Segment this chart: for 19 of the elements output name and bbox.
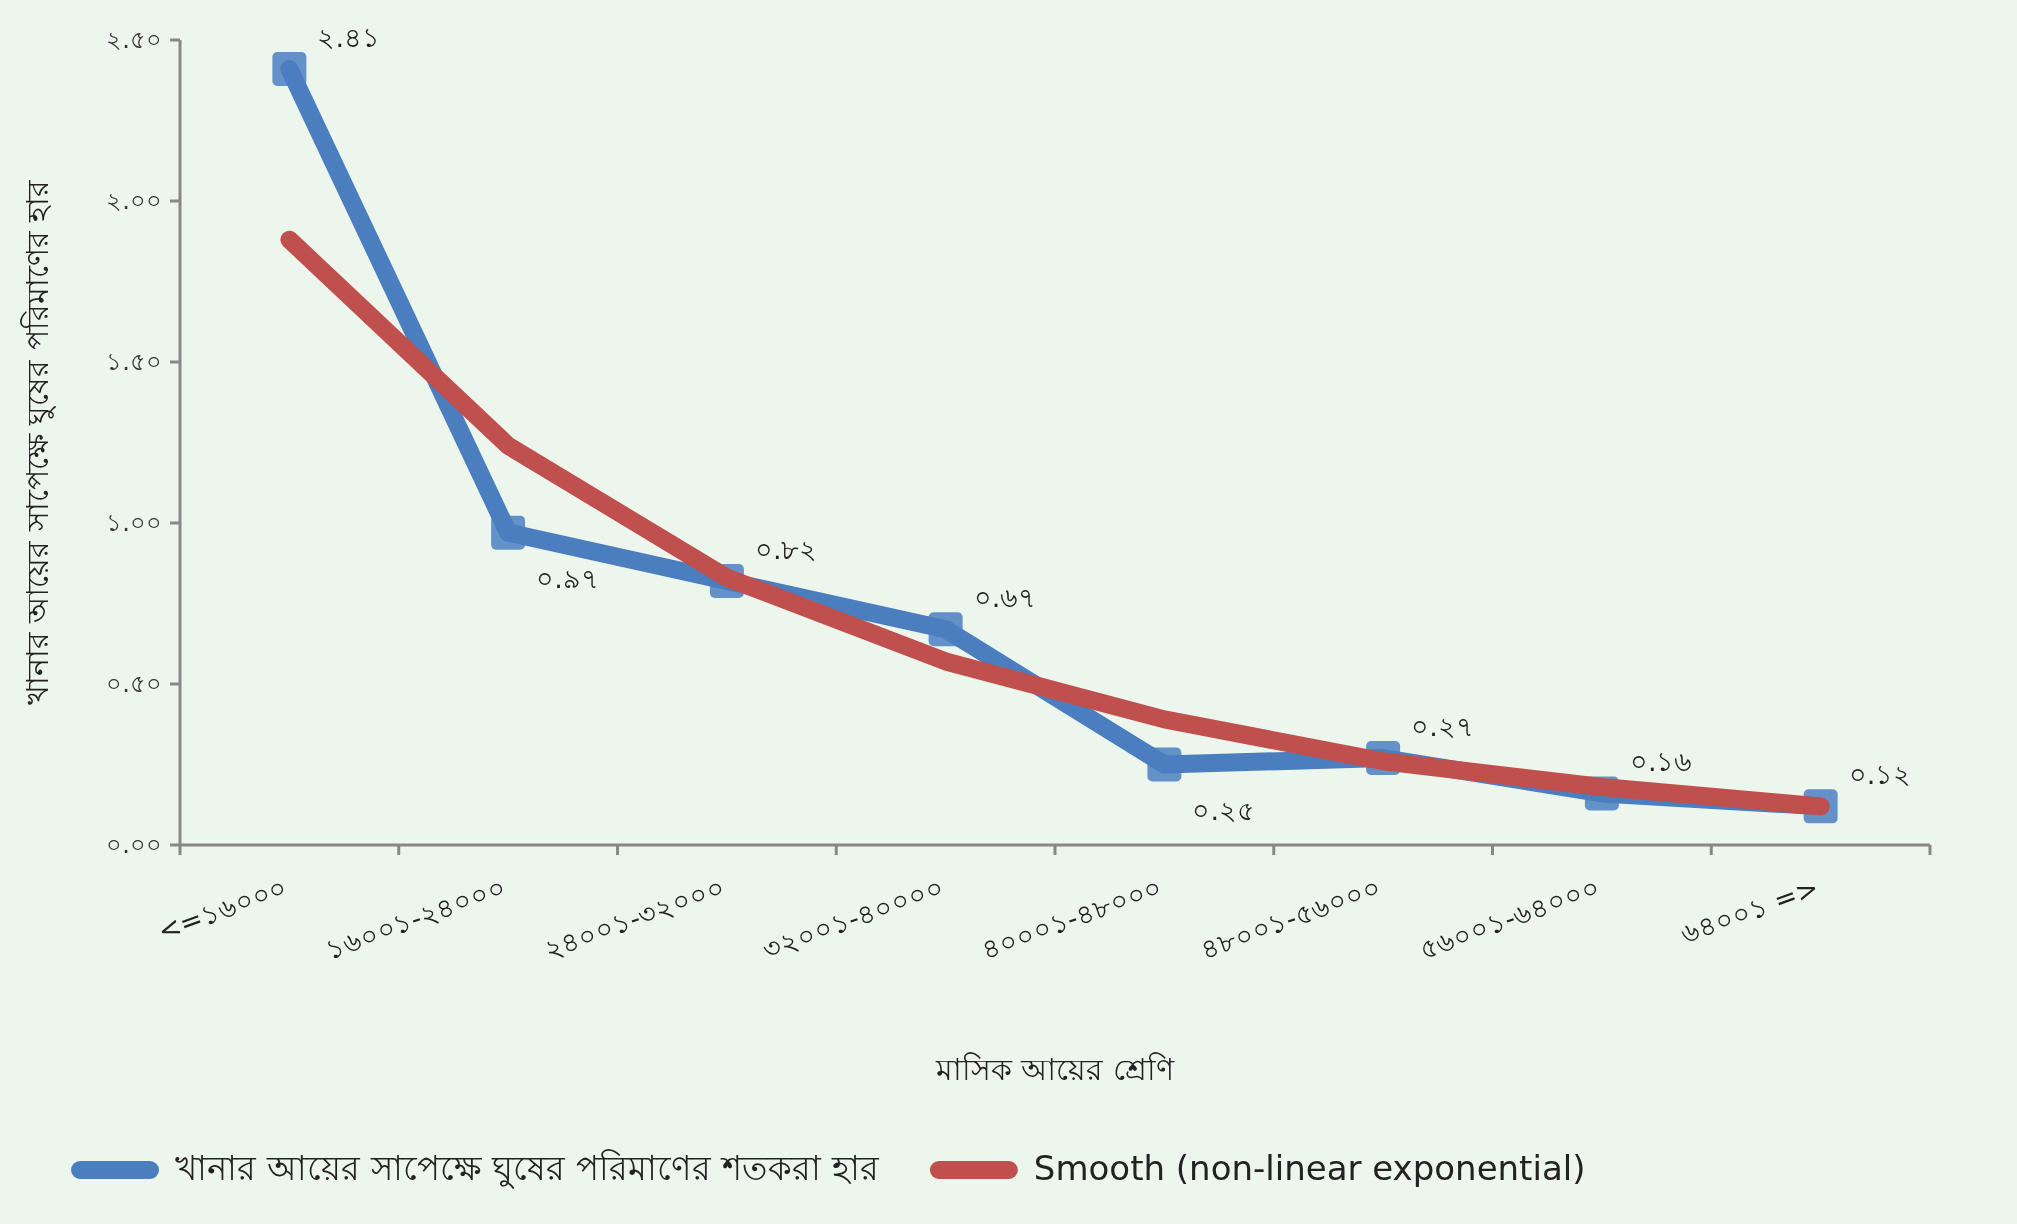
data-label: ০.১২ — [1848, 759, 1912, 791]
y-tick-label: ০.০০ — [106, 831, 162, 859]
y-tick-label: ২.০০ — [106, 187, 162, 215]
data-label: ০.৯৭ — [536, 562, 599, 594]
data-label: ০.৮২ — [754, 533, 818, 565]
y-tick-label: ১.০০ — [106, 509, 162, 537]
data-label: ০.৬৭ — [973, 582, 1037, 614]
x-axis-title: মাসিক আয়ের শ্রেণি — [934, 1052, 1176, 1087]
data-label: ০.১৬ — [1629, 746, 1693, 778]
x-tick-label: ৬৪০০১ => — [1676, 871, 1823, 950]
y-tick-label: ২.৫০ — [106, 26, 162, 54]
legend-label: খানার আয়ের সাপেক্ষে ঘুষের পরিমাণের শতকরা হার — [175, 1148, 880, 1189]
y-axis-title: খানার আয়ের সাপেক্ষে ঘুষের পরিমাণের হার — [20, 179, 56, 706]
y-tick-label: ০.৫০ — [106, 670, 162, 698]
data-label: ২.৪১ — [317, 21, 380, 53]
y-tick-label: ১.৫০ — [106, 348, 162, 376]
data-label: ০.২৫ — [1192, 794, 1255, 826]
data-label: ০.২৭ — [1411, 711, 1474, 743]
legend-label: Smooth (non-linear exponential) — [1033, 1148, 1586, 1188]
